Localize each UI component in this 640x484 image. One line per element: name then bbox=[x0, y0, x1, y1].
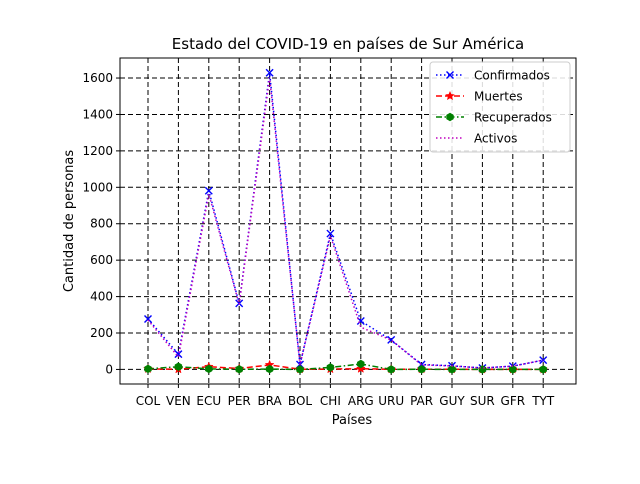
series-layer bbox=[143, 68, 549, 374]
legend-item-confirmados: Confirmados bbox=[436, 69, 550, 83]
y-tick-label: 1200 bbox=[82, 144, 113, 158]
plot-frame bbox=[119, 57, 577, 385]
x-tick-label: BOL bbox=[288, 394, 312, 408]
data-point-confirmados bbox=[326, 229, 335, 238]
data-point-recuperados bbox=[509, 365, 517, 374]
y-tick-label: 1400 bbox=[82, 107, 113, 121]
data-point-recuperados bbox=[357, 359, 365, 369]
data-point-confirmados bbox=[265, 68, 274, 77]
series-line-recuperados bbox=[147, 363, 544, 371]
y-tick-label: 400 bbox=[90, 290, 113, 304]
marker-stroke bbox=[356, 316, 365, 325]
marker-stroke bbox=[174, 350, 183, 359]
data-point-confirmados bbox=[204, 186, 213, 195]
x-tick-label: URU bbox=[378, 394, 404, 408]
data-point-muertes bbox=[355, 363, 366, 373]
legend-marker-confirmados bbox=[446, 71, 454, 79]
legend-marker-muertes bbox=[445, 90, 455, 101]
chart-title: Estado del COVID-19 en países de Sur Amé… bbox=[172, 35, 524, 53]
y-tick-label: 200 bbox=[90, 326, 113, 340]
data-point-confirmados bbox=[174, 350, 183, 359]
x-tick-label: CHI bbox=[320, 394, 341, 408]
x-tick-label: BRA bbox=[257, 394, 282, 408]
x-tick-label: PAR bbox=[410, 394, 433, 408]
legend-box bbox=[429, 61, 571, 153]
x-tick-label: VEN bbox=[166, 394, 191, 408]
marker-stroke bbox=[446, 71, 454, 79]
series-line-activos bbox=[147, 77, 544, 369]
data-point-recuperados bbox=[265, 364, 274, 374]
legend-label-activos: Activos bbox=[474, 132, 517, 146]
legend-item-muertes: Muertes bbox=[436, 90, 523, 104]
x-tick-label: SUR bbox=[470, 394, 495, 408]
y-tick-label: 0 bbox=[105, 362, 113, 376]
data-point-recuperados bbox=[144, 364, 152, 374]
series-activos bbox=[147, 77, 544, 369]
data-point-confirmados bbox=[387, 335, 396, 344]
y-tick-label: 600 bbox=[90, 253, 113, 267]
data-point-recuperados bbox=[448, 365, 456, 374]
x-tick-label: COL bbox=[136, 394, 161, 408]
x-tick-label: ECU bbox=[196, 394, 221, 408]
series-line-muertes bbox=[147, 364, 544, 371]
data-point-recuperados bbox=[235, 364, 243, 374]
legend-marker-recuperados bbox=[446, 112, 454, 122]
data-point-recuperados bbox=[539, 365, 547, 374]
data-point-recuperados bbox=[205, 364, 213, 374]
series-muertes bbox=[143, 359, 549, 374]
data-point-recuperados bbox=[478, 365, 487, 374]
y-tick-label: 1000 bbox=[82, 180, 113, 194]
y-tick-label: 1600 bbox=[82, 71, 113, 85]
data-point-confirmados bbox=[144, 314, 152, 323]
data-point-recuperados bbox=[174, 362, 183, 371]
legend-item-activos: Activos bbox=[436, 132, 517, 146]
x-tick-label: GUY bbox=[439, 394, 465, 408]
legend-item-recuperados: Recuperados bbox=[436, 111, 552, 125]
y-axis-label: Cantidad de personas bbox=[62, 150, 77, 293]
legend-label-confirmados: Confirmados bbox=[474, 69, 550, 83]
marker-stroke bbox=[387, 335, 396, 344]
data-point-recuperados bbox=[296, 365, 304, 374]
legend-label-muertes: Muertes bbox=[474, 90, 523, 104]
x-axis-ticks: COL VEN ECU PER BRA BOL CHI ARG URU PAR GUY SUR GFR T… bbox=[136, 384, 555, 408]
marker-stroke bbox=[265, 68, 274, 77]
marker-stroke bbox=[144, 314, 152, 323]
series-recuperados bbox=[144, 359, 547, 374]
legend-label-recuperados: Recuperados bbox=[474, 111, 552, 125]
y-axis-ticks: 0 200 400 600 800 1000 1200 1400 1600 bbox=[82, 71, 120, 376]
marker-stroke bbox=[204, 186, 213, 195]
x-tick-label: GFR bbox=[501, 394, 526, 408]
y-tick-label: 800 bbox=[90, 217, 113, 231]
legend: Confirmados Muertes Recuperados Activos bbox=[429, 61, 571, 153]
data-point-recuperados bbox=[417, 364, 426, 374]
series-line-confirmados bbox=[147, 72, 544, 369]
x-tick-label: TYT bbox=[531, 394, 555, 408]
marker-stroke bbox=[326, 229, 335, 238]
x-tick-label: PER bbox=[228, 394, 251, 408]
x-axis-label: Países bbox=[332, 413, 373, 428]
data-point-recuperados bbox=[326, 363, 335, 372]
x-tick-label: ARG bbox=[348, 394, 374, 408]
grid bbox=[120, 58, 576, 384]
data-point-recuperados bbox=[387, 365, 395, 374]
